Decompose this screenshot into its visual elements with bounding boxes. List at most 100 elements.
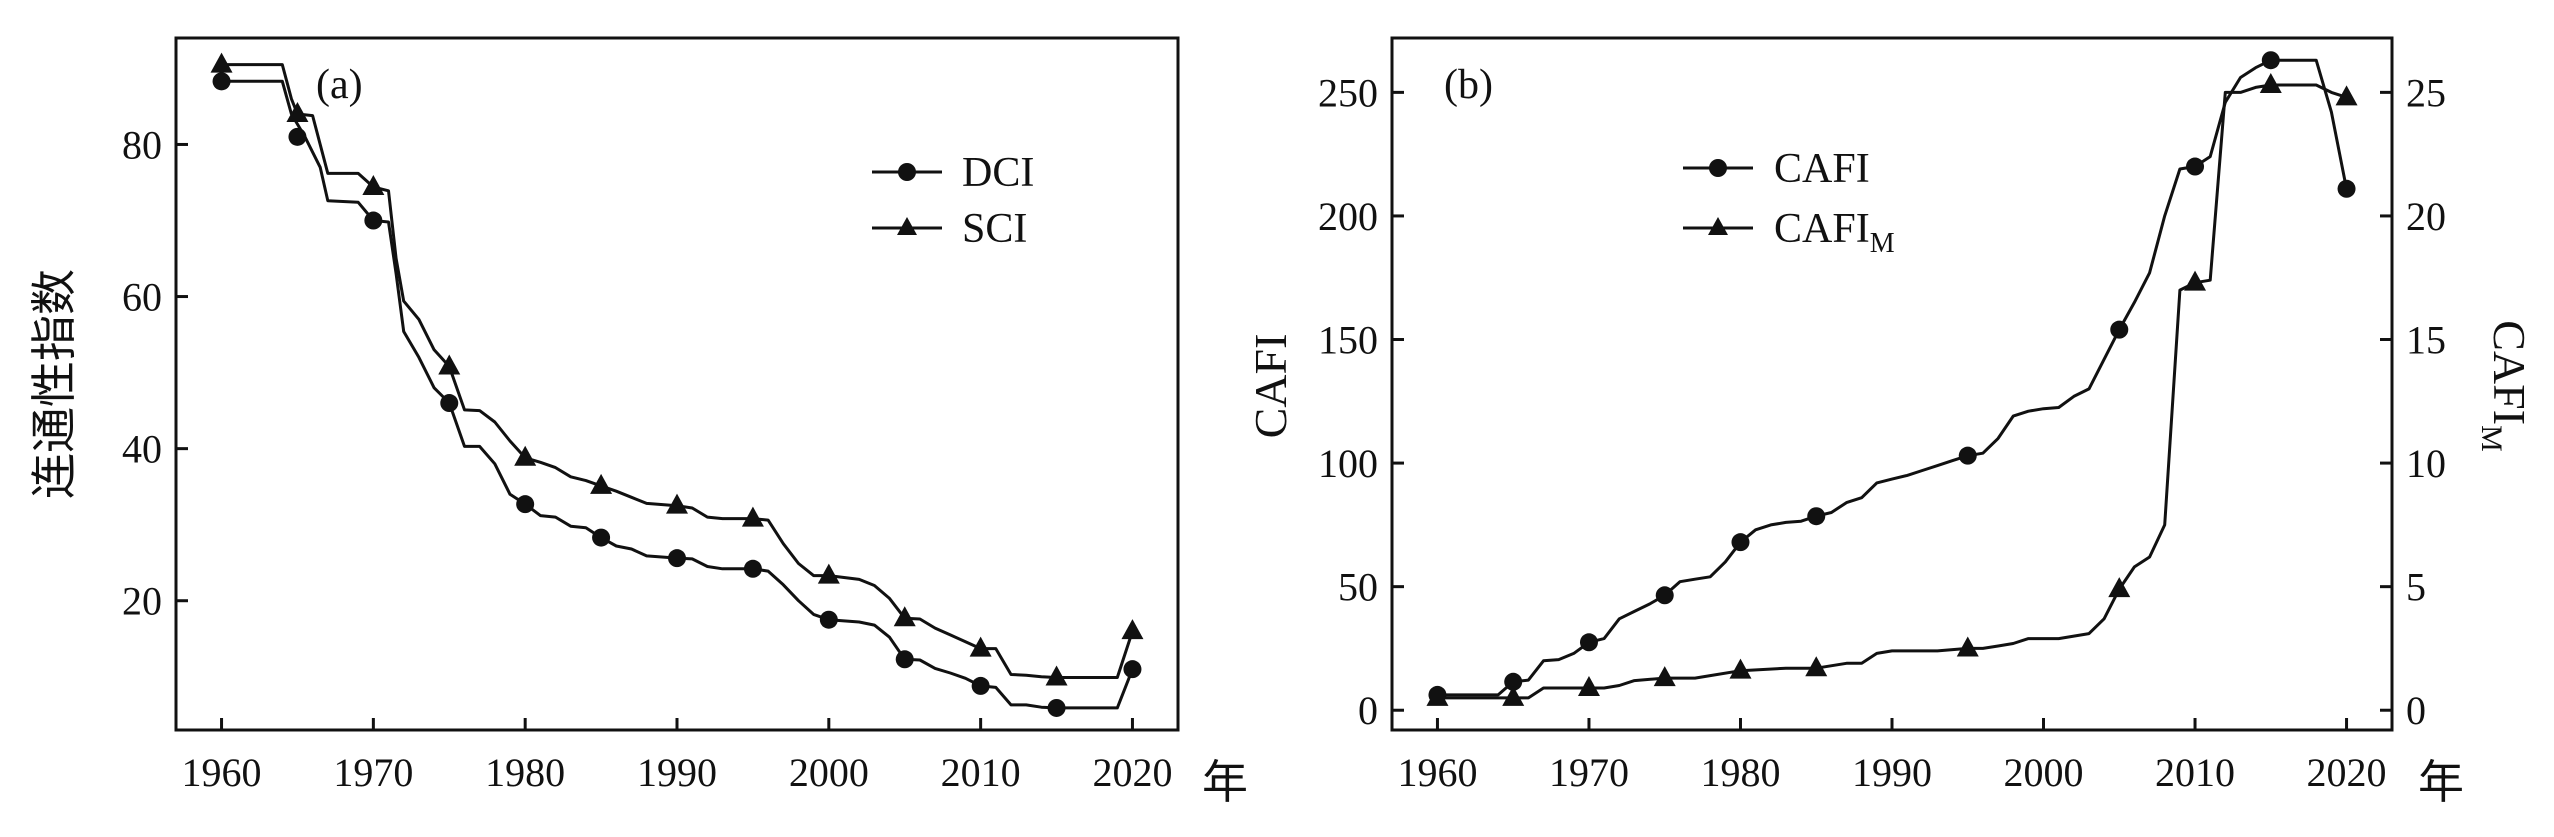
x-tick-label: 1960 xyxy=(1397,750,1477,795)
data-point-cafim xyxy=(1502,685,1525,706)
y-tick-label: 60 xyxy=(122,275,162,320)
data-point-sci xyxy=(1045,665,1068,686)
panel-label-b: (b) xyxy=(1444,62,1493,108)
x-tick-label: 1980 xyxy=(485,750,565,795)
data-point-dci xyxy=(440,394,459,413)
x-tick-label: 2020 xyxy=(2307,750,2387,795)
data-point-cafim xyxy=(2184,270,2207,291)
x-tick-label: 2000 xyxy=(789,750,869,795)
x-unit-label-a: 年 xyxy=(1202,755,1248,809)
y2-title-subscript: M xyxy=(2475,425,2508,452)
data-point-sci xyxy=(210,52,233,73)
x-tick-label: 1960 xyxy=(182,750,262,795)
data-point-sci xyxy=(514,445,537,466)
data-point-sci xyxy=(741,506,764,527)
plot-frame-b xyxy=(1390,36,2394,732)
data-point-cafi xyxy=(2261,51,2280,70)
data-point-cafi xyxy=(2186,157,2205,176)
data-point-dci xyxy=(743,559,762,578)
data-point-dci xyxy=(592,528,611,547)
data-point-dci xyxy=(1047,698,1066,717)
y2-tick-label: 10 xyxy=(2406,441,2446,486)
x-tick-label: 1990 xyxy=(637,750,717,795)
data-point-sci xyxy=(438,354,461,375)
data-point-cafi xyxy=(1731,533,1750,552)
legend-b: CAFI CAFIM xyxy=(1683,146,1895,259)
x-tick-label: 1980 xyxy=(1700,750,1780,795)
y-tick-label: 200 xyxy=(1318,194,1378,239)
data-point-sci xyxy=(286,102,309,123)
data-point-cafim xyxy=(1577,675,1600,696)
x-tick-label: 1970 xyxy=(333,750,413,795)
x-tick-label: 1970 xyxy=(1549,750,1629,795)
marks-b xyxy=(1426,51,2358,706)
x-unit-label-b: 年 xyxy=(2418,755,2464,809)
data-point-sci xyxy=(362,175,385,196)
legend-marker-dci xyxy=(898,163,916,181)
y2-tick-label: 0 xyxy=(2406,688,2426,733)
data-point-cafi xyxy=(1504,672,1523,691)
data-point-cafim xyxy=(1729,658,1752,679)
data-point-cafi xyxy=(1958,446,1977,465)
y-tick-label: 40 xyxy=(122,427,162,472)
y2-axis-title-b: CAFIM xyxy=(2475,320,2535,452)
x-tick-label: 2020 xyxy=(1092,750,1172,795)
data-point-sci xyxy=(893,606,916,627)
y-tick-label: 150 xyxy=(1318,318,1378,363)
data-point-cafim xyxy=(2108,577,2131,598)
data-point-cafim xyxy=(2335,85,2358,106)
y-axis-title-a: 连通性指数 xyxy=(27,269,81,499)
data-point-cafi xyxy=(1579,633,1598,652)
plot-frame-a xyxy=(174,36,1180,732)
data-point-cafim xyxy=(1956,636,1979,657)
series-line-dci xyxy=(221,79,1134,710)
y-tick-label: 0 xyxy=(1358,688,1378,733)
data-point-cafim xyxy=(1805,656,1828,677)
x-tick-label: 1990 xyxy=(1852,750,1932,795)
y-axis-title-b: CAFI xyxy=(1245,334,1296,439)
data-point-cafim xyxy=(2259,72,2282,93)
panel-label-a: (a) xyxy=(316,62,363,108)
x-tick-label: 2010 xyxy=(941,750,1021,795)
svg-text:CAFIM: CAFIM xyxy=(2475,320,2535,452)
legend-marker-sci xyxy=(897,217,917,235)
y-tick-label: 20 xyxy=(122,579,162,624)
y2-tick-label: 15 xyxy=(2406,318,2446,363)
legend-label-cafim-main: CAFI xyxy=(1774,206,1870,252)
data-point-sci xyxy=(666,493,688,514)
y2-tick-label: 5 xyxy=(2406,565,2426,610)
data-point-dci xyxy=(819,610,838,629)
ticks-b: 1960 1970 1980 1990 2000 2010 2020050100150200… xyxy=(1318,70,2446,795)
y2-title-main: CAFI xyxy=(2484,320,2535,425)
data-point-dci xyxy=(212,72,231,91)
chart-panel-a: (a) 连通性指数 年 1960 1970 1980 1990 2000 2010 2020… xyxy=(27,36,1248,809)
y-tick-label: 80 xyxy=(122,122,162,167)
legend-marker-cafim xyxy=(1708,217,1728,235)
legend-marker-cafi xyxy=(1709,159,1727,177)
marks-a xyxy=(210,52,1144,717)
data-point-dci xyxy=(971,676,990,695)
x-tick-label: 2000 xyxy=(2004,750,2084,795)
data-point-dci xyxy=(364,211,383,230)
chart-panel-b: (b) CAFI CAFIM 年 1960 1970 1980 1990 2000 201… xyxy=(1245,36,2535,809)
legend-label-sci: SCI xyxy=(962,206,1027,252)
series-line-sci xyxy=(221,63,1134,679)
data-point-cafim xyxy=(1653,666,1676,687)
data-point-dci xyxy=(516,495,535,514)
data-point-cafim xyxy=(1426,685,1449,706)
series-line-cafim xyxy=(1437,83,2347,700)
y-tick-label: 250 xyxy=(1318,70,1378,115)
legend-label-cafi: CAFI xyxy=(1774,146,1870,192)
data-point-cafi xyxy=(1807,507,1826,526)
data-point-dci xyxy=(895,650,914,669)
data-point-sci xyxy=(590,473,613,494)
data-point-cafi xyxy=(1655,586,1674,605)
legend-label-cafim-subscript: M xyxy=(1870,228,1895,259)
y-tick-label: 50 xyxy=(1338,565,1378,610)
x-tick-label: 2010 xyxy=(2155,750,2235,795)
data-point-cafi xyxy=(2110,320,2129,339)
y-tick-label: 100 xyxy=(1318,441,1378,486)
